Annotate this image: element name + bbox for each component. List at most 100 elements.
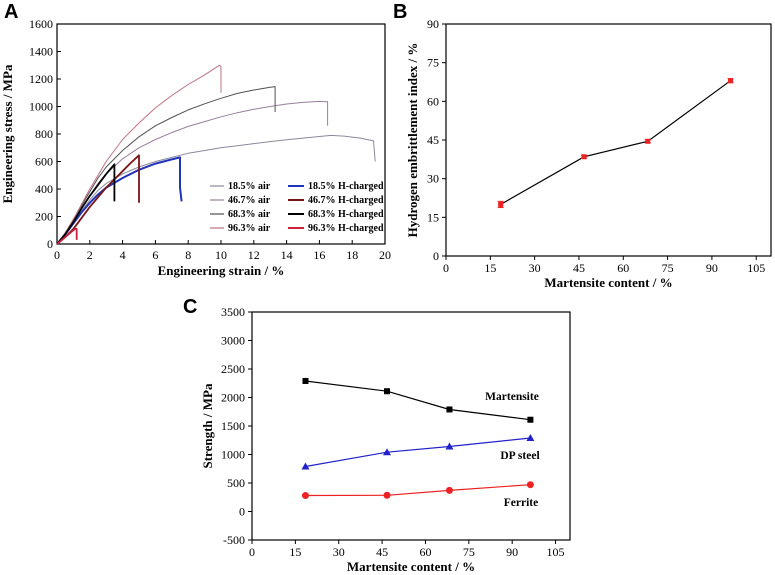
data-point	[445, 486, 453, 494]
series-annotation: Ferrite	[504, 497, 538, 509]
y-tick-label: 1000	[29, 100, 53, 114]
y-tick-label: 3000	[221, 334, 245, 348]
x-tick-label: 16	[313, 248, 325, 262]
y-tick-label: 500	[227, 476, 245, 490]
y-tick-label: 15	[427, 210, 439, 224]
x-tick-label: 15	[289, 545, 301, 559]
series-line	[56, 134, 376, 245]
chart-b-hei: 0 15 30 45 60 75 90 105 0 15 30 45 60 75 90 Martensite …	[405, 17, 772, 290]
x-tick-label: 30	[333, 545, 345, 559]
series-annotation: Martensite	[485, 391, 539, 403]
y-tick-label: 600	[35, 155, 53, 169]
x-tick-label: 75	[662, 261, 674, 275]
y-tick-label: 1000	[221, 448, 245, 462]
series-line	[56, 64, 222, 245]
y-tick-label: 75	[427, 56, 439, 70]
x-tick-label: 105	[747, 261, 765, 275]
x-tick-label: 20	[379, 248, 391, 262]
panel-letter-a: A	[4, 1, 18, 23]
data-point	[383, 491, 391, 499]
data-point	[526, 433, 535, 441]
legend-label: 96.3% air	[228, 223, 271, 234]
x-tick-label: 45	[376, 545, 388, 559]
data-point	[384, 388, 391, 395]
y-axis-label: Engineering stress / MPa	[0, 64, 15, 203]
y-tick-label: 0	[47, 237, 53, 251]
x-tick-label: 0	[443, 261, 449, 275]
x-tick-label: 105	[547, 545, 565, 559]
series-line	[56, 100, 329, 245]
y-tick-label: 30	[427, 172, 439, 186]
legend-label: 18.5% air	[228, 181, 271, 192]
y-tick-label: -500	[223, 533, 245, 547]
x-tick-label: 10	[215, 248, 227, 262]
data-point	[383, 448, 392, 456]
data-point	[302, 377, 309, 384]
legend-label: 68.3% H-charged	[308, 209, 384, 220]
panel-letter-c: C	[183, 296, 197, 318]
x-tick-label: 45	[573, 261, 585, 275]
y-tick-label: 3500	[221, 305, 245, 319]
y-tick-label: 1200	[29, 72, 53, 86]
y-axis-label: Strength / MPa	[200, 383, 215, 468]
x-tick-label: 15	[484, 261, 496, 275]
series-line	[56, 163, 116, 245]
y-tick-label: 0	[239, 505, 245, 519]
legend-label: 68.3% air	[228, 209, 271, 220]
series-line	[500, 80, 731, 205]
chart-a-stress-strain: 0 2 4 6 8 10 12 14 16 18 2002004006008001000120014…	[0, 17, 391, 278]
data-point	[526, 481, 534, 489]
plot-frame	[445, 23, 772, 257]
series-line	[305, 437, 531, 468]
series-line	[56, 86, 276, 245]
y-tick-label: 400	[35, 182, 53, 196]
data-point	[581, 154, 587, 160]
series-line	[305, 380, 531, 421]
x-tick-label: 8	[185, 248, 191, 262]
chart-c-strength: 0 15 30 45 60 75 90 105 -500 0 500 1000 1500 2000 2500…	[200, 305, 571, 574]
y-tick-label: 200	[35, 210, 53, 224]
x-tick-label: 60	[617, 261, 629, 275]
x-tick-label: 18	[346, 248, 358, 262]
x-tick-label: 0	[54, 248, 60, 262]
data-point	[645, 138, 651, 144]
y-tick-label: 1500	[221, 419, 245, 433]
data-point	[498, 201, 504, 207]
x-tick-label: 0	[249, 545, 255, 559]
series-line	[305, 484, 531, 497]
x-tick-label: 60	[419, 545, 431, 559]
x-tick-label: 14	[281, 248, 293, 262]
y-tick-label: 1400	[29, 45, 53, 59]
panel-letter-b: B	[393, 1, 407, 23]
data-point	[301, 492, 309, 500]
y-tick-label: 800	[35, 127, 53, 141]
x-tick-label: 6	[152, 248, 158, 262]
data-point	[446, 406, 453, 413]
x-tick-label: 75	[463, 545, 475, 559]
x-tick-label: 12	[248, 248, 260, 262]
data-point	[527, 416, 534, 423]
y-tick-label: 90	[427, 17, 439, 31]
y-tick-label: 45	[427, 133, 439, 147]
x-axis-label: Martensite content / %	[347, 559, 475, 574]
legend-label: 96.3% H-charged	[308, 223, 384, 234]
data-point	[445, 442, 454, 450]
legend-label: 18.5% H-charged	[308, 181, 384, 192]
legend-label: 46.7% air	[228, 195, 271, 206]
y-tick-label: 0	[433, 249, 439, 263]
x-tick-label: 90	[506, 545, 518, 559]
legend-label: 46.7% H-charged	[308, 195, 384, 206]
x-tick-label: 4	[120, 248, 126, 262]
series-line	[56, 154, 140, 245]
x-axis-label: Engineering strain / %	[158, 263, 285, 278]
y-tick-label: 60	[427, 94, 439, 108]
y-tick-label: 1600	[29, 17, 53, 31]
series-line	[56, 156, 183, 245]
data-point	[301, 462, 310, 470]
y-axis-label: Hydrogen embrittlement index / %	[405, 43, 420, 238]
y-tick-label: 2000	[221, 391, 245, 405]
x-tick-label: 90	[706, 261, 718, 275]
series-annotation: DP steel	[500, 450, 539, 462]
x-axis-label: Martensite content / %	[544, 275, 672, 290]
